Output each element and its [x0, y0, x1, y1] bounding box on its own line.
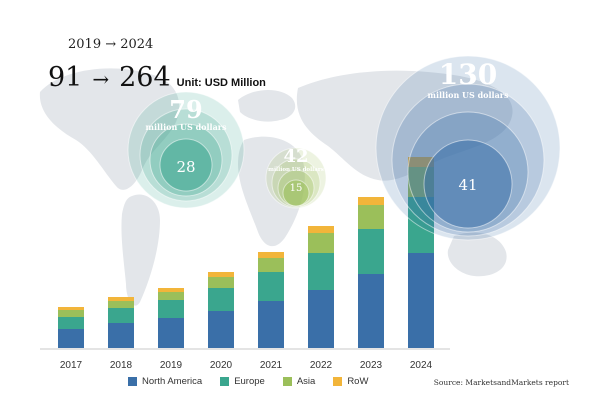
x-tick-label: 2024 [410, 360, 433, 371]
bubble-total-label: 42 [283, 146, 308, 167]
bar-segment [208, 272, 234, 277]
legend-label: RoW [347, 376, 369, 387]
continent-shape [39, 68, 180, 190]
legend-item-europe: Europe [220, 376, 265, 387]
bubble-unit-label: million US dollars [427, 90, 509, 100]
bar-segment [158, 292, 184, 300]
bar-segment [58, 317, 84, 329]
end-value: 264 [119, 62, 171, 93]
x-tick-label: 2019 [160, 360, 183, 371]
bubble-inner-label: 15 [290, 183, 303, 194]
legend-label: North America [142, 376, 203, 387]
legend-item-row: RoW [333, 376, 368, 387]
legend-item-north-america: North America [128, 376, 202, 387]
world-map-background [39, 68, 513, 306]
legend-swatch [282, 377, 292, 386]
bar-segment [108, 297, 134, 301]
legend-item-asia: Asia [282, 376, 316, 387]
legend: North America Europe Asia RoW [128, 376, 368, 387]
bubble-unit-label: million US dollars [268, 167, 324, 173]
continent-shape [447, 232, 507, 277]
continent-shape [238, 89, 296, 122]
continent-shape [121, 194, 160, 306]
continent-shape [238, 136, 305, 247]
bar-segment [308, 253, 334, 290]
bar-segment [258, 258, 284, 272]
bar-segment [208, 277, 234, 288]
bar-segment [308, 290, 334, 348]
bubble-ring [159, 138, 213, 192]
bar-segment [358, 274, 384, 348]
x-tick-label: 2023 [360, 360, 383, 371]
bar-segment [308, 226, 334, 233]
x-tick-label: 2018 [110, 360, 133, 371]
bar-segment [358, 229, 384, 274]
bubble-ring [423, 139, 513, 229]
source-note: Source: MarketsandMarkets report [433, 378, 569, 387]
bubble-inner-label: 28 [176, 158, 195, 176]
bar-segment [358, 205, 384, 229]
bubble-total-label: 79 [169, 95, 202, 124]
bar-segment [108, 308, 134, 323]
x-tick-label: 2020 [210, 360, 233, 371]
bar-segment [258, 252, 284, 258]
period-label: 2019 → 2024 [68, 37, 154, 52]
bar-segment [208, 288, 234, 311]
bar-segment [58, 310, 84, 317]
continent-shape [296, 70, 513, 181]
growth-summary: 91 → 264 Unit: USD Million [48, 62, 266, 93]
stacked-bars [58, 157, 434, 348]
x-axis: 2017 2018 2019 2020 2021 2022 2023 2024 [40, 348, 450, 371]
legend-swatch [220, 377, 230, 386]
bar-segment [108, 301, 134, 308]
bar-segment [308, 233, 334, 253]
unit-label: Unit: USD Million [176, 77, 266, 89]
bar-segment [158, 288, 184, 292]
x-tick-label: 2022 [310, 360, 333, 371]
bar-segment [408, 157, 434, 167]
legend-swatch [128, 377, 137, 386]
bar-segment [208, 311, 234, 348]
bar-segment [158, 300, 184, 318]
bar-segment [158, 318, 184, 348]
bar-segment [258, 301, 284, 348]
x-tick-label: 2021 [260, 360, 283, 371]
bar-segment [58, 307, 84, 310]
x-tick-label: 2017 [60, 360, 83, 371]
bar-segment [258, 272, 284, 301]
bar-segment [58, 329, 84, 348]
arrow-icon: → [92, 67, 110, 91]
legend-label: Asia [296, 376, 316, 387]
bar-segment [108, 323, 134, 348]
bubble-ring [282, 179, 310, 207]
legend-label: Europe [234, 376, 265, 387]
legend-swatch [333, 377, 343, 386]
bubble-ring [265, 147, 327, 209]
bubble-inner-label: 41 [458, 176, 477, 194]
bar-segment [408, 253, 434, 348]
bubble-total-label: 130 [439, 58, 497, 91]
bar-segment [358, 197, 384, 205]
bubble-unit-label: million US dollars [145, 122, 227, 132]
start-value: 91 [48, 62, 83, 93]
